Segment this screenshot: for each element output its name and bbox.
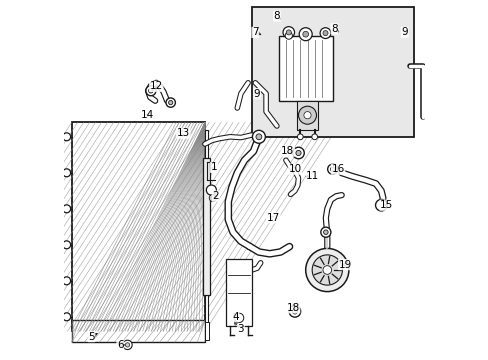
Circle shape [292,309,297,314]
Text: 8: 8 [330,24,337,34]
Circle shape [330,167,334,171]
Text: 18: 18 [281,146,294,156]
Text: 8: 8 [273,11,280,21]
Text: 7: 7 [251,27,258,37]
Text: 11: 11 [305,171,319,181]
Circle shape [285,32,292,39]
Circle shape [311,134,317,140]
Text: 12: 12 [149,81,163,91]
Circle shape [255,134,261,140]
Bar [251,7,413,137]
Text: 18: 18 [286,303,299,313]
Circle shape [234,313,244,323]
Bar [226,259,251,326]
Circle shape [252,130,265,143]
Text: 17: 17 [266,213,279,223]
Circle shape [292,147,304,159]
Circle shape [168,100,172,105]
Circle shape [166,98,175,107]
Circle shape [145,86,156,96]
Circle shape [62,277,70,285]
Text: 6: 6 [117,340,123,350]
Bar [72,320,204,342]
Circle shape [283,27,294,38]
Circle shape [62,205,70,213]
Text: 13: 13 [176,128,189,138]
Circle shape [288,306,300,317]
Text: 9: 9 [401,27,407,37]
Circle shape [305,248,348,292]
Text: 1: 1 [210,162,217,172]
Text: 16: 16 [331,164,344,174]
Circle shape [303,112,310,119]
Text: 5: 5 [88,332,95,342]
Circle shape [320,28,330,39]
Bar [278,36,332,101]
Circle shape [125,343,129,347]
Text: 2: 2 [212,191,219,201]
Circle shape [323,230,327,234]
Circle shape [148,89,153,93]
Circle shape [299,28,311,41]
Text: 19: 19 [338,260,351,270]
Text: 10: 10 [288,164,301,174]
Bar [203,158,209,295]
Text: 9: 9 [253,89,260,99]
Circle shape [320,227,330,237]
Circle shape [375,199,386,211]
Text: 14: 14 [141,110,154,120]
Circle shape [297,134,303,140]
Circle shape [209,194,216,202]
Text: 3: 3 [237,324,244,334]
Circle shape [327,164,337,174]
Circle shape [298,106,316,124]
Circle shape [62,241,70,249]
Circle shape [285,30,291,35]
Bar [204,322,209,340]
Circle shape [295,150,301,156]
Bar [204,130,208,324]
Text: 15: 15 [379,200,392,210]
Circle shape [311,255,342,285]
Circle shape [322,266,331,274]
Text: 4: 4 [232,312,238,322]
Bar [72,122,204,331]
Circle shape [322,31,327,36]
Circle shape [62,133,70,141]
Circle shape [62,169,70,177]
Circle shape [62,313,70,321]
Circle shape [206,185,216,195]
Circle shape [122,340,132,350]
Circle shape [302,31,308,37]
Bar [296,101,318,130]
